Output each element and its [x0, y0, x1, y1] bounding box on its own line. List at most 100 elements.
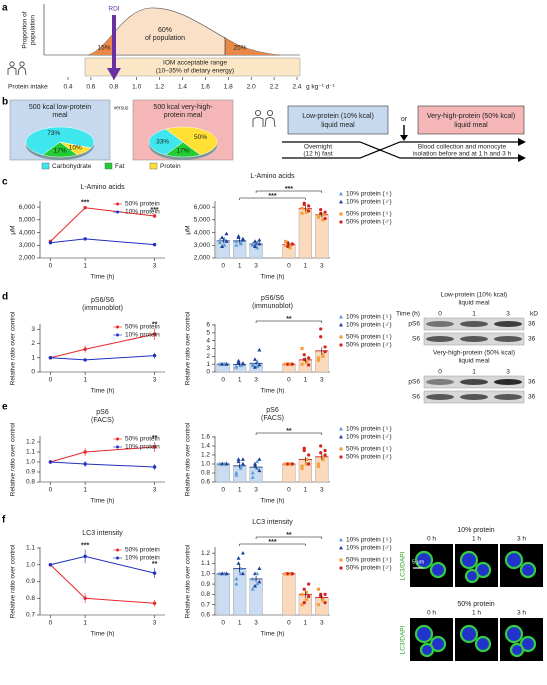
- legend-label: Protein: [160, 163, 181, 170]
- y-axis-label: Relative ratio over control: [185, 311, 192, 385]
- x-tick-label: 1: [304, 263, 308, 270]
- data-point: [316, 587, 321, 591]
- x-tick-label: 0: [49, 263, 53, 270]
- data-point: [234, 470, 239, 475]
- data-point: [217, 240, 222, 245]
- protocol-label: isolation before and at 1 h and 3 h: [413, 151, 512, 158]
- data-point: [307, 204, 311, 208]
- data-point: [252, 583, 257, 588]
- data-point: [250, 475, 255, 479]
- legend-marker: [116, 437, 119, 441]
- y-tick-label: 0.6: [201, 612, 210, 619]
- meal-label: Low-protein (10% kcal): [302, 113, 374, 120]
- data-point: [304, 462, 309, 466]
- data-point: [236, 459, 241, 464]
- data-point: [83, 206, 87, 210]
- pie-slice: [25, 126, 95, 156]
- data-point: [307, 453, 311, 457]
- scale-label: 5 μm: [412, 559, 425, 565]
- significance: **: [286, 532, 292, 539]
- x-tick-label: 1: [304, 377, 308, 384]
- pie-title: protein meal: [164, 112, 203, 119]
- image-time-label: 1 h: [472, 610, 481, 617]
- blot-lane-label: 1: [472, 311, 476, 318]
- blot-band: [494, 336, 522, 342]
- y-tick-label: 4: [206, 337, 210, 344]
- data-point: [236, 556, 241, 560]
- blot-title: liquid meal: [458, 300, 490, 307]
- data-point: [284, 572, 288, 576]
- iom-range: [84, 57, 301, 77]
- data-point: [252, 461, 257, 466]
- cell: [414, 624, 434, 644]
- legend-label: 10% protein (♀): [346, 537, 392, 544]
- image-group-title: 10% protein: [457, 527, 494, 534]
- distribution-high: [225, 37, 280, 55]
- panel-label: b: [2, 97, 8, 108]
- data-point: [252, 365, 257, 369]
- data-point: [304, 210, 309, 214]
- x-tick-label: 0: [221, 377, 225, 384]
- protocol-label: Overnight: [304, 144, 332, 151]
- data-point: [255, 571, 260, 576]
- significance: **: [152, 321, 158, 328]
- x-tick-label: 0: [49, 620, 53, 627]
- data-point: [238, 240, 243, 245]
- x-tick-label: 1: [304, 487, 308, 494]
- legend-marker: [116, 548, 119, 552]
- protocol-label: Blood collection and monocyte: [418, 144, 507, 151]
- x-axis-label: Time (h): [91, 388, 115, 395]
- x-tick-label: 0.8: [109, 84, 118, 91]
- chart-title: L-Amino acids: [250, 173, 295, 180]
- legend-marker: [116, 202, 119, 206]
- x-tick-label: 1.8: [224, 84, 233, 91]
- data-point: [304, 457, 309, 462]
- y-axis-label: Relative ratio over control: [185, 544, 192, 618]
- cell: [429, 635, 447, 653]
- legend-label: 50% protein: [125, 547, 160, 554]
- data-point: [321, 354, 325, 358]
- legend-label: 50% protein: [125, 436, 160, 443]
- arrow-head: [518, 138, 526, 146]
- legend-label: 10% protein (♀): [346, 191, 392, 198]
- data-point: [152, 571, 157, 575]
- y-tick-label: 1.0: [201, 570, 210, 577]
- blot-band: [494, 379, 522, 385]
- x-axis-label: Time (h): [261, 498, 285, 505]
- x-tick-label: 1: [83, 263, 87, 270]
- legend-marker: [339, 566, 343, 570]
- meal-label: liquid meal: [454, 122, 488, 129]
- distribution: [87, 7, 281, 56]
- data-point: [255, 581, 260, 586]
- significance: **: [152, 435, 158, 442]
- meal-box: [417, 105, 525, 135]
- blot-band: [494, 321, 522, 327]
- pie-label: 10%: [69, 145, 82, 152]
- blot-title: liquid meal: [458, 358, 490, 365]
- legend-swatch: [41, 162, 50, 170]
- image-time-label: 3 h: [517, 536, 526, 543]
- data-point: [319, 451, 323, 455]
- y-tick-label: 6,000: [19, 204, 36, 211]
- data-point: [288, 362, 292, 366]
- x-tick-label: 3: [254, 620, 258, 627]
- blot-lane-label: 3: [506, 311, 510, 318]
- blot-row-label: pS6: [408, 321, 420, 328]
- blot-lane-label: 3: [506, 369, 510, 376]
- chart-subtitle: (FACS): [261, 415, 284, 422]
- data-point: [48, 460, 53, 464]
- blot-band: [426, 336, 454, 342]
- y-tick-label: 1: [206, 361, 210, 368]
- data-point: [240, 361, 245, 365]
- x-tick-label: 0: [49, 377, 53, 384]
- arrow-head: [518, 154, 526, 162]
- data-point: [307, 209, 311, 213]
- x-tick-label: 3: [320, 620, 324, 627]
- legend-label: 10% protein: [125, 444, 160, 451]
- rdi-label: RDI: [108, 6, 119, 13]
- y-tick-label: 1.0: [26, 459, 35, 466]
- data-point: [304, 208, 309, 212]
- y-tick-label: 1.1: [26, 545, 35, 552]
- cell: [504, 550, 524, 570]
- data-point: [316, 358, 321, 362]
